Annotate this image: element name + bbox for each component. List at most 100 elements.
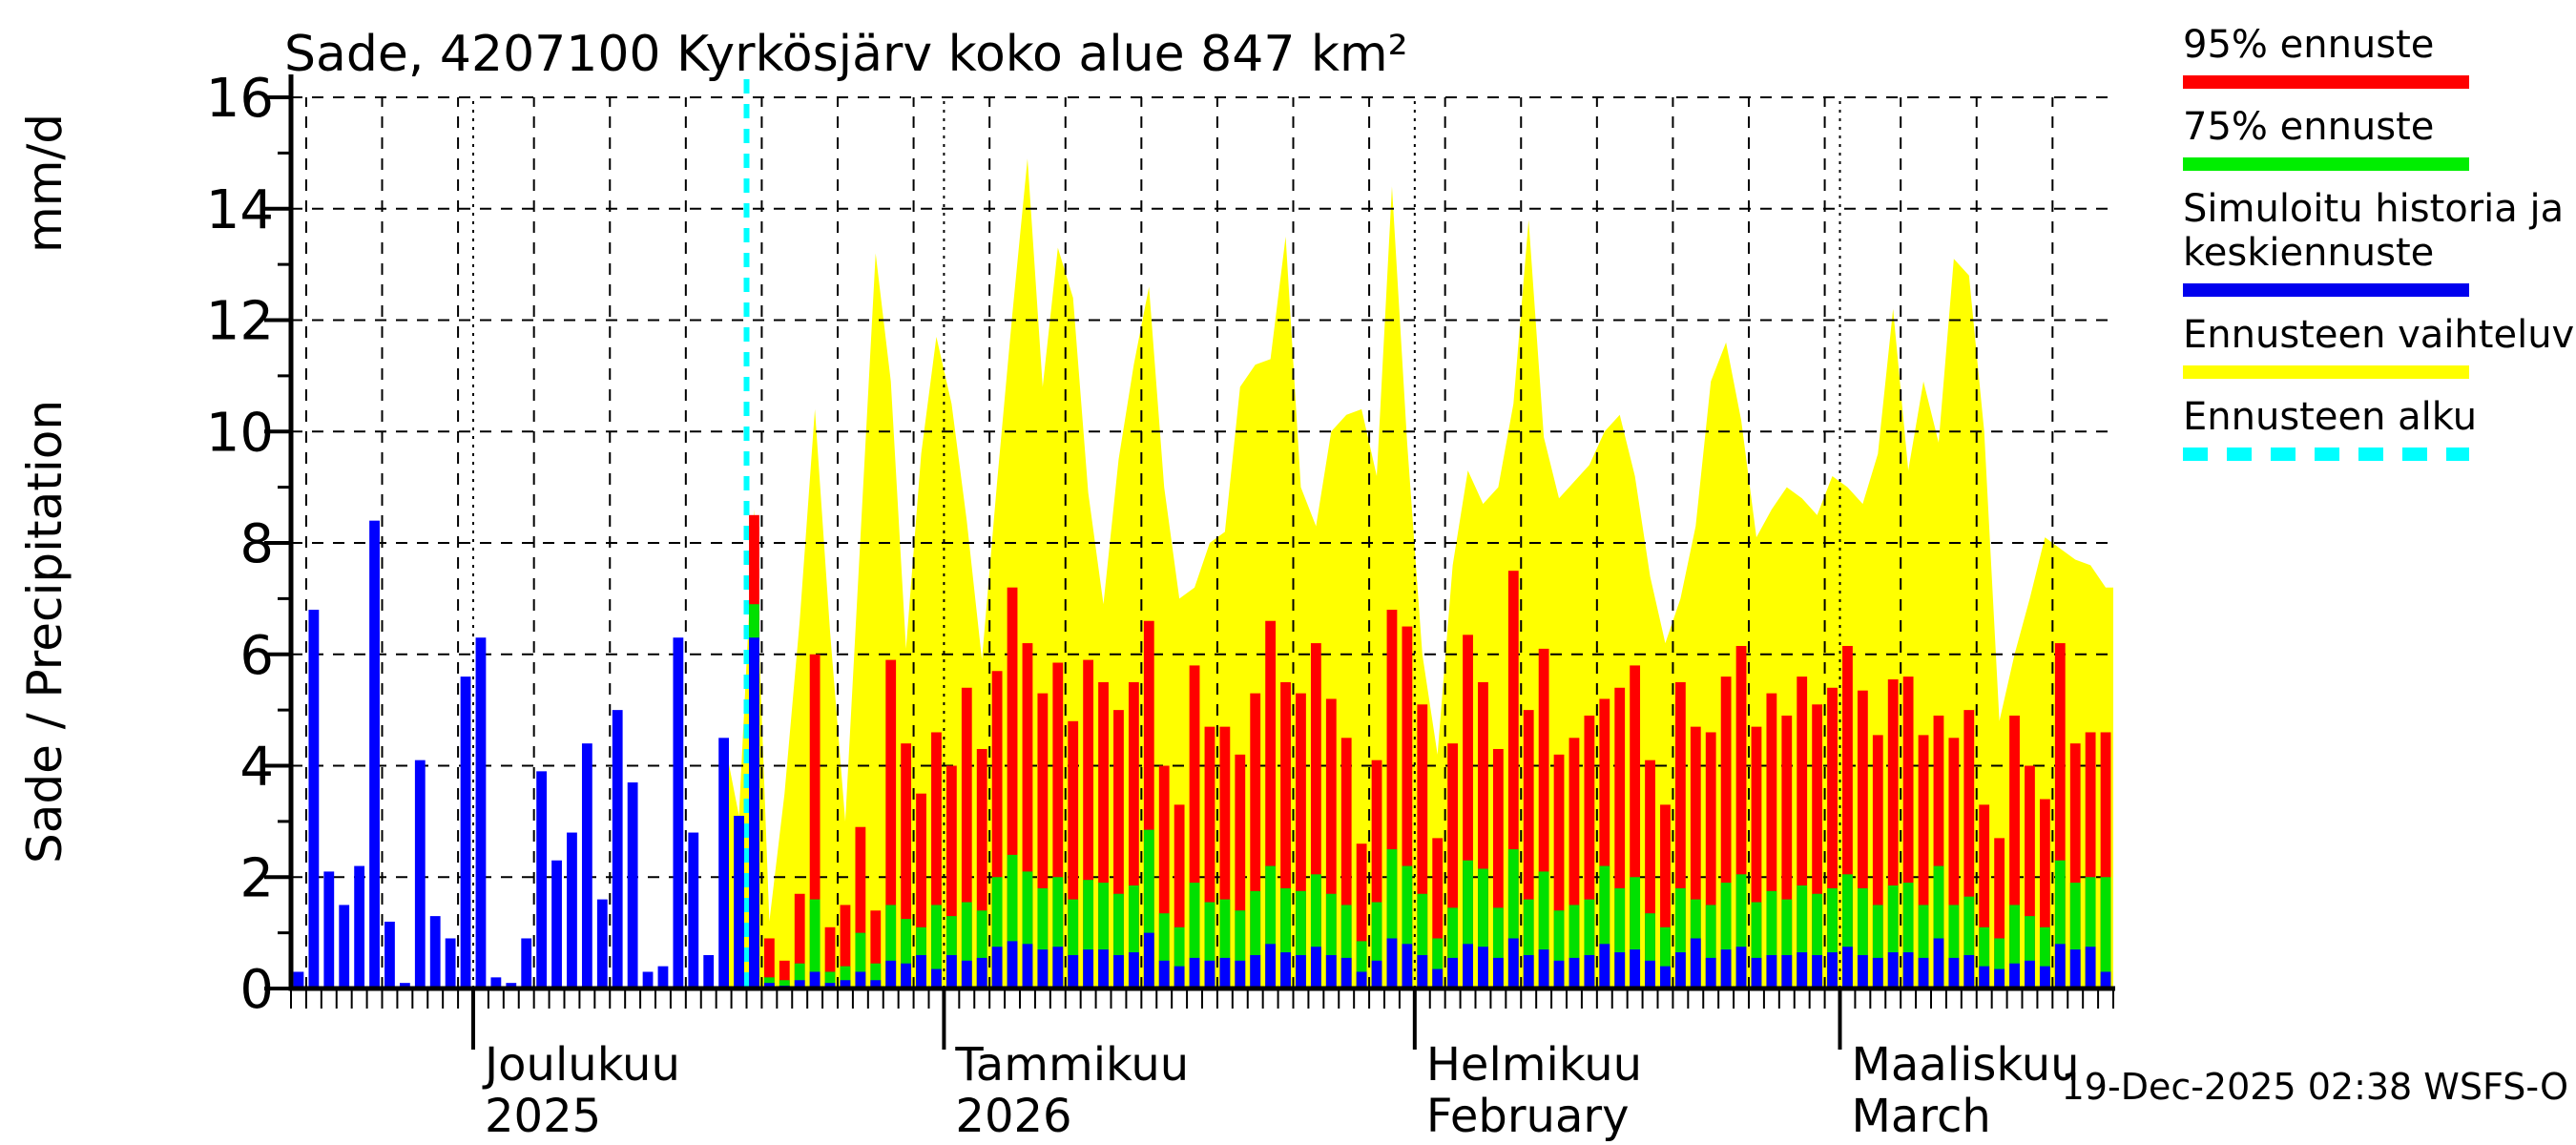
- forecast-bar-median: [1735, 947, 1747, 989]
- forecast-bar-75: [1766, 890, 1777, 989]
- forecast-bar-75: [870, 963, 882, 989]
- forecast-bar-75: [1174, 926, 1185, 989]
- forecast-bar-75: [1492, 907, 1504, 989]
- forecast-bar-75: [1219, 899, 1231, 989]
- forecast-bar-median: [1143, 932, 1154, 989]
- forecast-bar-95: [1447, 743, 1459, 989]
- forecast-bar-median: [1296, 954, 1306, 989]
- forecast-bar-75: [1417, 893, 1428, 989]
- forecast-bar-median: [1781, 954, 1793, 989]
- axes-layer: [264, 74, 2115, 1050]
- forecast-bar-95: [1538, 648, 1549, 989]
- forecast-bar-95: [1705, 732, 1716, 989]
- history-bar: [460, 677, 471, 989]
- forecast-bar-median: [2039, 966, 2050, 989]
- forecast-bar-75: [855, 932, 866, 989]
- forecast-bar-75: [1113, 893, 1124, 989]
- forecast-bar-75: [1812, 893, 1823, 989]
- forecast-bar-95: [1614, 687, 1626, 989]
- y-tick-label: 8: [239, 513, 274, 575]
- forecast-bar-median: [916, 954, 926, 989]
- history-bar: [475, 637, 487, 989]
- forecast-bar-median: [1766, 954, 1777, 989]
- forecast-bar-75: [840, 966, 851, 989]
- forecast-bar-95: [1523, 710, 1534, 989]
- history-bar: [536, 771, 548, 989]
- forecast-bar-median: [1918, 957, 1929, 989]
- legend-label: 75% ennuste: [2183, 105, 2435, 149]
- forecast-bar-95: [1265, 620, 1277, 989]
- forecast-bar-median: [1674, 952, 1686, 989]
- forecast-bar-median: [1660, 966, 1671, 989]
- forecast-bar-median: [1098, 949, 1109, 989]
- history-bar: [703, 954, 715, 989]
- forecast-bar-median: [1872, 957, 1883, 989]
- forecast-bar-median: [1447, 957, 1459, 989]
- forecast-bar-95: [1371, 760, 1382, 989]
- forecast-bar-75: [1143, 829, 1154, 989]
- history-bar: [384, 921, 395, 989]
- forecast-bar-75: [1280, 887, 1291, 989]
- forecast-bar-75: [2069, 883, 2081, 989]
- forecast-bar-95: [809, 654, 821, 989]
- forecast-bar-95: [916, 793, 926, 989]
- forecast-bar-95: [1250, 693, 1261, 989]
- history-bar: [551, 860, 562, 989]
- forecast-bar-median: [1584, 954, 1595, 989]
- forecast-bar-75: [901, 919, 912, 989]
- forecast-bar-95: [976, 748, 987, 989]
- forecast-bar-95: [1310, 643, 1321, 989]
- x-month-label: Joulukuu: [482, 1038, 680, 1092]
- legend-item-vaihteluvali: Ennusteen vaihteluväli: [2183, 313, 2576, 379]
- forecast-bar-median: [1538, 949, 1549, 989]
- history-bar: [581, 743, 592, 989]
- forecast-bar-median: [1751, 957, 1762, 989]
- forecast-bar-95: [2039, 799, 2050, 989]
- forecast-bar-95: [2009, 715, 2020, 989]
- forecast-bar-95: [1735, 645, 1747, 989]
- forecast-bar-median: [1356, 971, 1367, 989]
- forecast-bar-95: [1325, 698, 1337, 989]
- forecast-bar-75: [1098, 883, 1109, 989]
- forecast-bar-median: [1553, 960, 1565, 989]
- chart-title: Sade, 4207100 Kyrkösjärv koko alue 847 k…: [284, 26, 1408, 83]
- history-bar: [673, 637, 684, 989]
- x-month-sublabel: 2026: [955, 1090, 1071, 1143]
- history-bar: [399, 983, 410, 989]
- forecast-bar-95: [779, 960, 790, 989]
- forecast-bar-75: [991, 877, 1003, 989]
- forecast-bar-95: [1751, 726, 1762, 989]
- forecast-bar-95: [794, 893, 805, 989]
- forecast-bar-75: [1022, 871, 1033, 989]
- forecast-bar-95: [1402, 626, 1413, 989]
- forecast-bar-75: [1478, 868, 1488, 989]
- x-month-sublabel: March: [1852, 1090, 1991, 1143]
- legend-swatch-75-ennuste: [2183, 157, 2469, 171]
- forecast-bar-95: [1356, 843, 1367, 989]
- forecast-bar-median: [824, 983, 836, 989]
- forecast-bar-95: [1584, 715, 1595, 989]
- forecast-bar-median: [1204, 960, 1215, 989]
- forecast-bar-75: [1402, 865, 1413, 989]
- x-month-label: Tammikuu: [954, 1038, 1189, 1092]
- forecast-bar-95: [870, 910, 882, 989]
- x-month-sublabel: 2025: [485, 1090, 601, 1143]
- y-tick-label: 2: [239, 847, 274, 909]
- forecast-bar-95: [1340, 738, 1352, 989]
- forecast-bar-median: [1189, 957, 1200, 989]
- forecast-bar-75: [1128, 885, 1139, 989]
- forecast-bar-median: [1371, 960, 1382, 989]
- forecast-bar-95: [1417, 704, 1428, 989]
- forecast-bar-95: [1902, 677, 1914, 989]
- legend-item-ennusteen-alku: Ennusteen alku: [2183, 395, 2569, 461]
- forecast-bar-75: [1781, 899, 1793, 989]
- forecast-bar-95: [2085, 732, 2096, 989]
- history-bar: [414, 760, 426, 989]
- forecast-bar-75: [1007, 854, 1018, 989]
- forecast-bar-75: [1827, 887, 1838, 989]
- forecast-bar-95: [1128, 681, 1139, 989]
- forecast-bar-75: [1857, 887, 1868, 989]
- forecast-bar-95: [1068, 720, 1079, 989]
- history-bar: [429, 916, 441, 989]
- forecast-bar-95: [1083, 659, 1094, 989]
